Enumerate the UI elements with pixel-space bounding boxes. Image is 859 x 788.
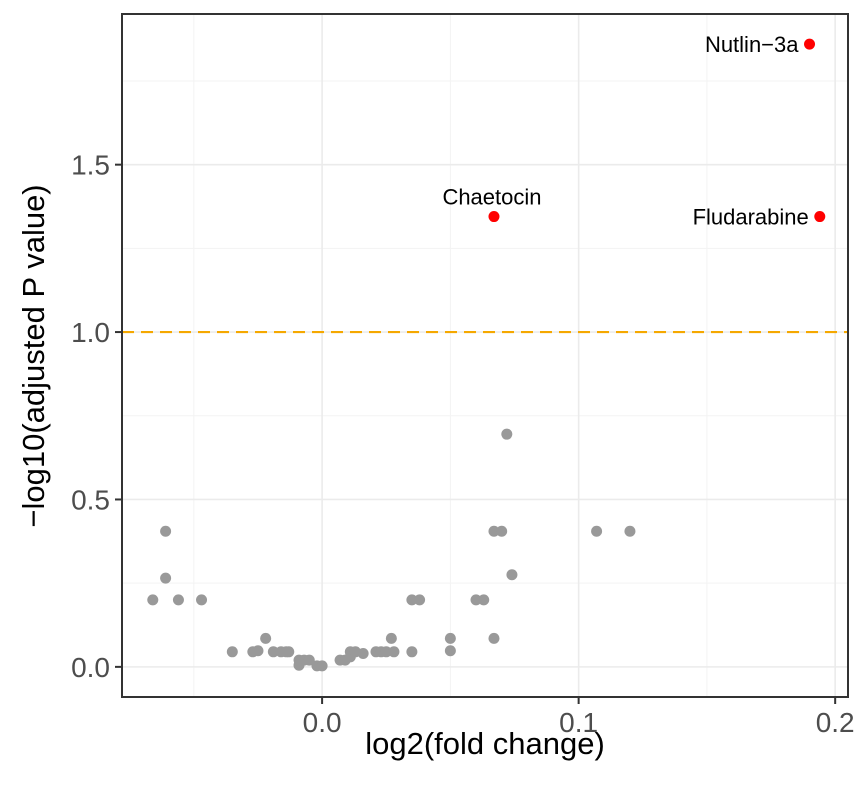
y-tick-label: 0.0 xyxy=(71,652,110,683)
point-labels: Nutlin−3a Chaetocin Fludarabine xyxy=(442,32,808,229)
data-point xyxy=(385,632,397,644)
data-point xyxy=(267,646,279,658)
data-point xyxy=(478,594,490,606)
data-point xyxy=(488,632,500,644)
data-point xyxy=(444,645,456,657)
x-axis-ticks: 0.0 0.1 0.2 xyxy=(303,697,855,738)
data-point xyxy=(147,594,159,606)
data-point xyxy=(496,525,508,537)
data-point xyxy=(506,569,518,581)
significant-point xyxy=(804,38,816,50)
x-axis-title: log2(fold change) xyxy=(365,726,605,761)
significant-point xyxy=(488,211,500,223)
y-tick-label: 1.5 xyxy=(71,150,110,181)
data-point xyxy=(172,594,184,606)
data-point xyxy=(303,654,315,666)
data-point xyxy=(388,646,400,658)
point-label: Nutlin−3a xyxy=(705,32,799,57)
data-point xyxy=(501,428,513,440)
data-point xyxy=(624,525,636,537)
y-axis-ticks: 0.0 0.5 1.0 1.5 xyxy=(71,150,122,683)
y-tick-label: 0.5 xyxy=(71,484,110,515)
data-point xyxy=(316,660,328,672)
data-point xyxy=(406,646,418,658)
data-point xyxy=(160,572,172,584)
data-point xyxy=(444,632,456,644)
y-axis-title: −log10(adjusted P value) xyxy=(16,184,51,527)
y-tick-label: 1.0 xyxy=(71,317,110,348)
x-tick-label: 0.0 xyxy=(303,707,342,738)
significant-point xyxy=(814,211,826,223)
data-point xyxy=(591,525,603,537)
point-label: Fludarabine xyxy=(693,205,809,230)
point-label: Chaetocin xyxy=(442,185,541,210)
data-point xyxy=(380,646,392,658)
data-point xyxy=(488,525,500,537)
data-point xyxy=(414,594,426,606)
data-point xyxy=(357,647,369,659)
data-point xyxy=(260,632,272,644)
data-point xyxy=(196,594,208,606)
panel-background xyxy=(122,14,848,697)
data-point xyxy=(470,594,482,606)
data-point xyxy=(226,646,238,658)
data-points xyxy=(147,38,826,672)
data-point xyxy=(252,645,264,657)
data-point xyxy=(283,646,295,658)
data-point xyxy=(406,594,418,606)
x-tick-label: 0.1 xyxy=(559,707,598,738)
x-tick-label: 0.2 xyxy=(816,707,855,738)
data-point xyxy=(160,525,172,537)
panel-border xyxy=(121,13,849,698)
